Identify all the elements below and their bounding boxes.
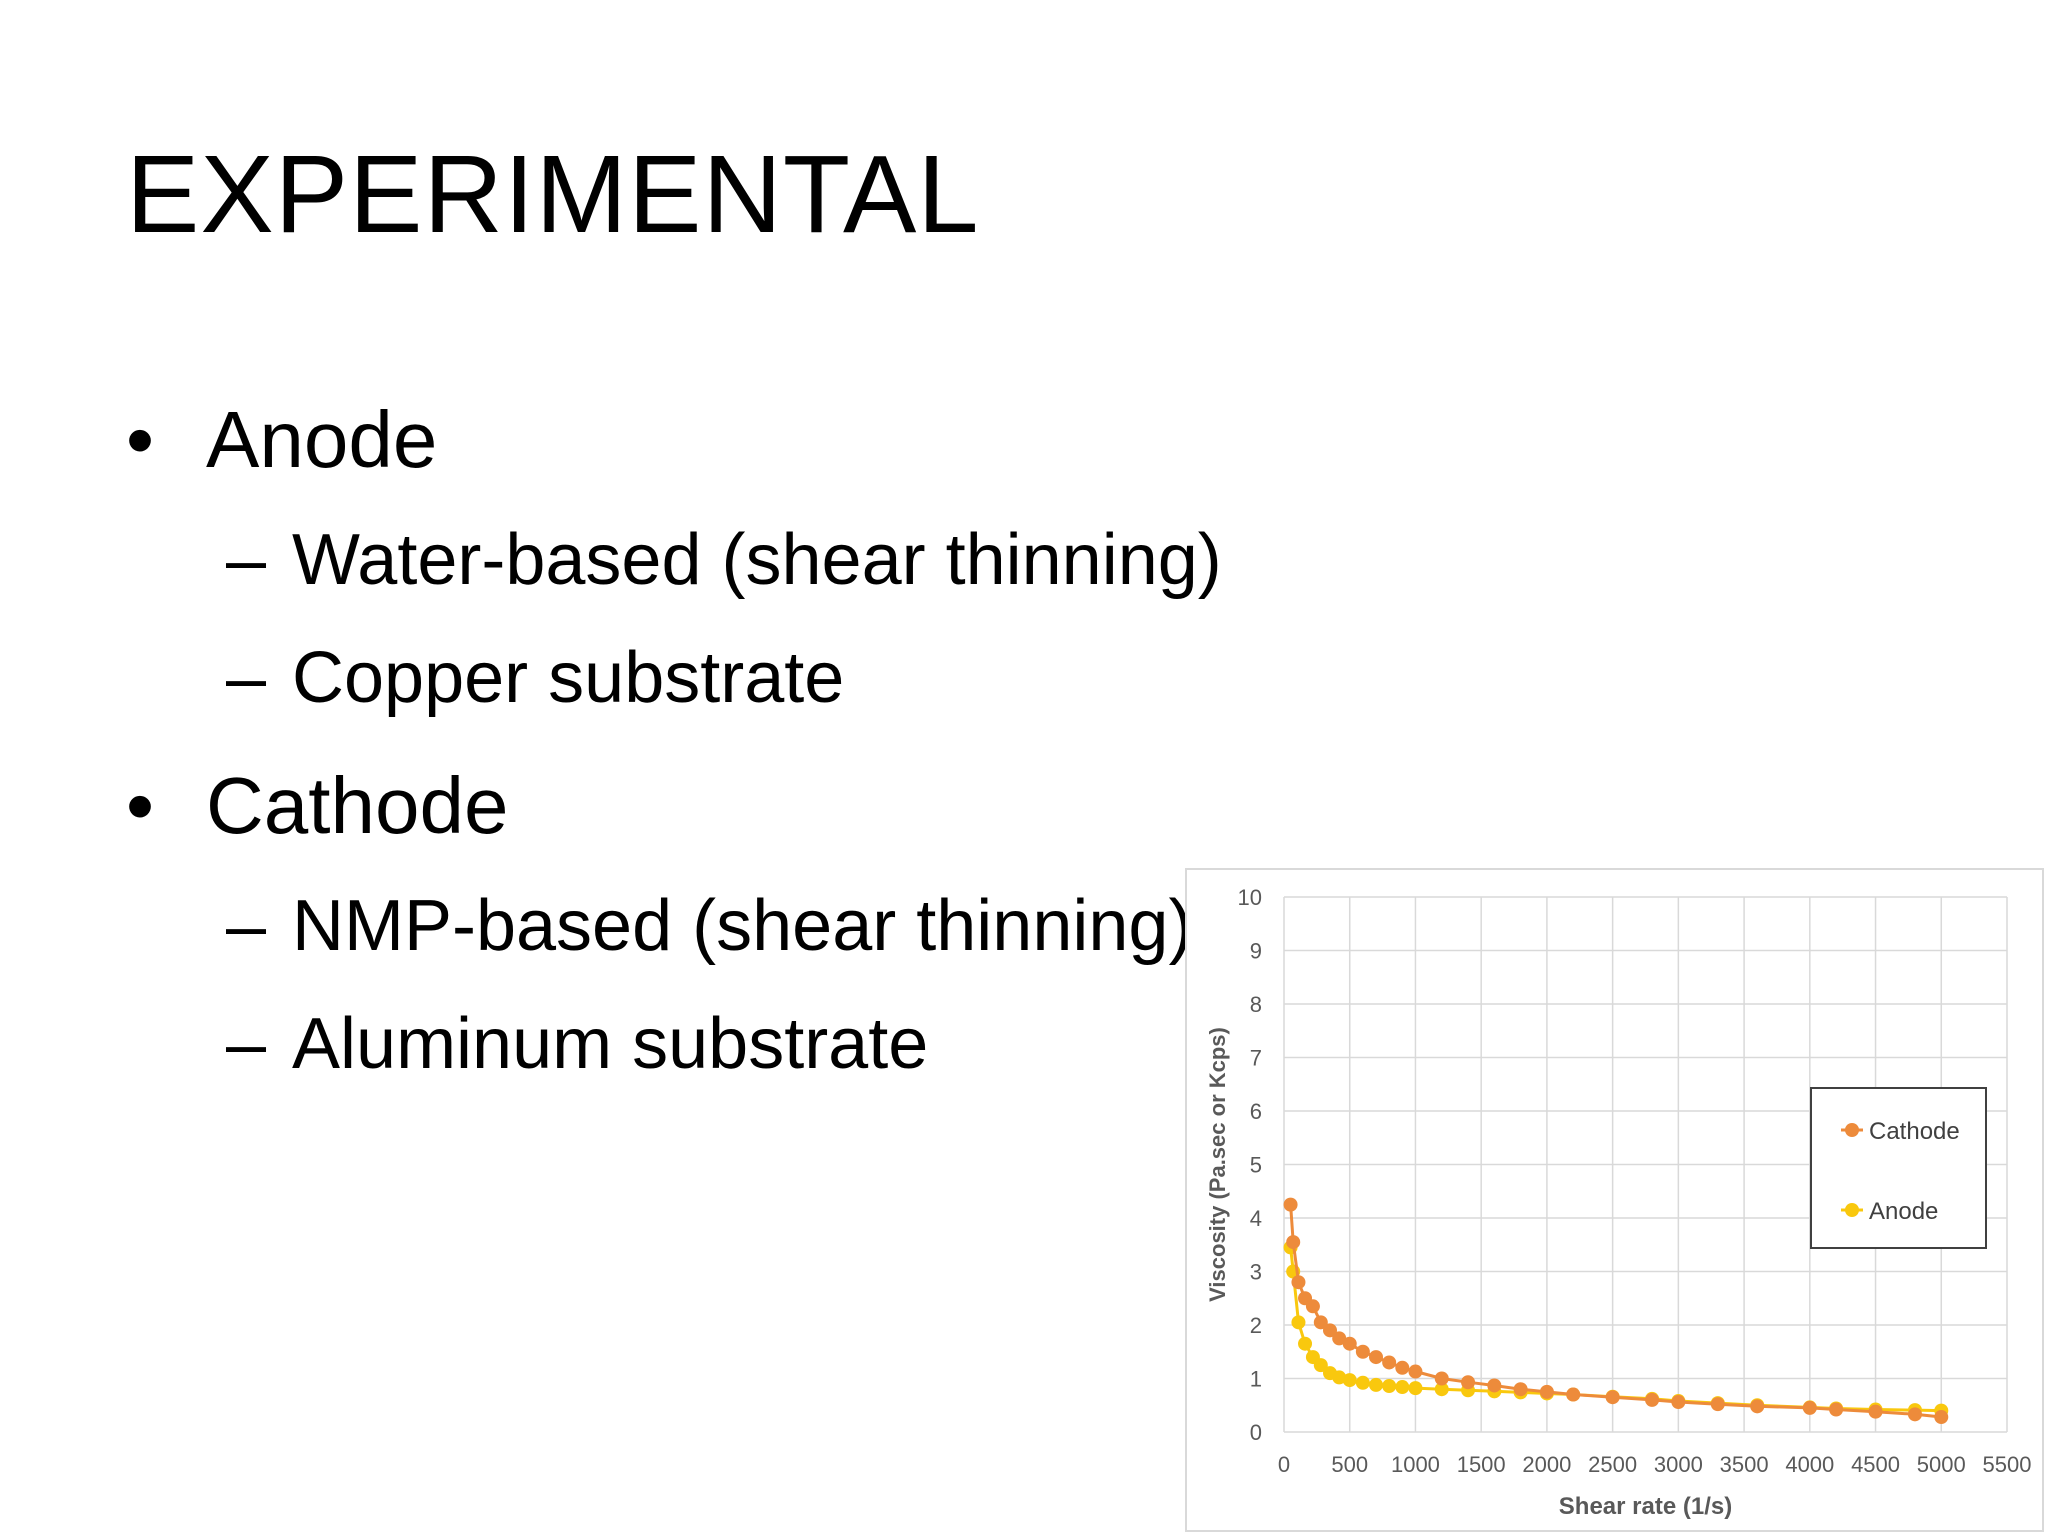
data-point-cathode — [1868, 1404, 1883, 1419]
y-tick-label: 10 — [1238, 885, 1262, 910]
x-tick-label: 4000 — [1785, 1452, 1834, 1477]
viscosity-chart: 0 1 2 3 4 5 6 7 8 9 10 0 500 1000 1500 2000 2500 3000 3500… — [1185, 868, 2044, 1532]
sub-bullet-item: – Water-based (shear thinning) — [226, 524, 1222, 596]
legend-layer: Cathode Anode — [1810, 1087, 1987, 1249]
y-tick-label: 4 — [1250, 1206, 1262, 1231]
bullet-marker: • — [126, 395, 155, 484]
data-point-cathode — [1710, 1397, 1725, 1412]
sub-bullet-marker: – — [226, 520, 267, 600]
data-point-cathode — [1802, 1400, 1817, 1415]
x-tick-label: 0 — [1278, 1452, 1290, 1477]
x-tick-label: 3000 — [1654, 1452, 1703, 1477]
data-point-cathode — [1408, 1364, 1423, 1379]
y-tick-label: 7 — [1250, 1046, 1262, 1071]
sub-bullet-label: Aluminum substrate — [292, 1004, 929, 1084]
sub-bullet-label: Water-based (shear thinning) — [292, 520, 1222, 600]
data-point-cathode — [1461, 1375, 1476, 1390]
x-tick-label: 5500 — [1983, 1452, 2032, 1477]
data-point-cathode — [1332, 1331, 1347, 1346]
y-tick-label: 9 — [1250, 939, 1262, 964]
data-point-cathode — [1434, 1371, 1449, 1386]
data-point-cathode — [1286, 1235, 1301, 1250]
y-tick-label: 5 — [1250, 1153, 1262, 1178]
sub-bullet-item: – Copper substrate — [226, 642, 844, 714]
chart-svg: 0 1 2 3 4 5 6 7 8 9 10 0 500 1000 1500 2000 2500 3000 3500… — [1205, 885, 2031, 1520]
data-point-anode — [1313, 1358, 1328, 1373]
data-point-anode — [1298, 1336, 1313, 1351]
data-point-anode — [1332, 1370, 1347, 1385]
sub-bullet-label: NMP-based (shear thinning) — [292, 886, 1193, 966]
series-layer — [1283, 1197, 1949, 1425]
data-point-cathode — [1907, 1407, 1922, 1422]
data-point-cathode — [1355, 1344, 1370, 1359]
x-tick-label: 1500 — [1457, 1452, 1506, 1477]
data-point-cathode — [1671, 1395, 1686, 1410]
y-tick-label: 0 — [1250, 1420, 1262, 1445]
y-tick-label: 1 — [1250, 1367, 1262, 1392]
data-point-cathode — [1566, 1387, 1581, 1402]
data-point-anode — [1408, 1381, 1423, 1396]
sub-bullet-marker: – — [226, 886, 267, 966]
sub-bullet-marker: – — [226, 1004, 267, 1084]
legend-box — [1810, 1087, 1987, 1249]
sub-bullet-item: – Aluminum substrate — [226, 1008, 928, 1080]
data-point-anode — [1291, 1315, 1306, 1330]
legend-swatch-marker — [1845, 1203, 1859, 1217]
legend-swatch-marker — [1845, 1123, 1859, 1137]
y-tick-label: 8 — [1250, 992, 1262, 1017]
data-point-cathode — [1283, 1197, 1298, 1212]
x-tick-label: 1000 — [1391, 1452, 1440, 1477]
data-point-cathode — [1934, 1410, 1949, 1425]
bullet-item-anode: • Anode — [126, 400, 437, 480]
data-point-cathode — [1829, 1402, 1844, 1417]
x-tick-label: 3500 — [1720, 1452, 1769, 1477]
bullet-label: Cathode — [206, 761, 509, 850]
data-point-cathode — [1487, 1378, 1502, 1393]
legend-label: Anode — [1869, 1198, 1938, 1225]
y-tick-label: 2 — [1250, 1313, 1262, 1338]
data-point-anode — [1342, 1373, 1357, 1388]
data-point-anode — [1382, 1378, 1397, 1393]
sub-bullet-marker: – — [226, 638, 267, 718]
x-tick-label: 2500 — [1588, 1452, 1637, 1477]
axis-layer: 0 1 2 3 4 5 6 7 8 9 10 0 500 1000 1500 2000 2500 3000 3500… — [1205, 885, 2031, 1520]
data-point-cathode — [1645, 1392, 1660, 1407]
x-tick-label: 500 — [1331, 1452, 1368, 1477]
data-point-cathode — [1605, 1390, 1620, 1405]
data-point-cathode — [1323, 1323, 1338, 1338]
sub-bullet-label: Copper substrate — [292, 638, 845, 718]
x-tick-label: 4500 — [1851, 1452, 1900, 1477]
data-point-anode — [1355, 1375, 1370, 1390]
bullet-item-cathode: • Cathode — [126, 766, 508, 846]
data-point-cathode — [1382, 1355, 1397, 1370]
data-point-cathode — [1750, 1399, 1765, 1414]
data-point-cathode — [1539, 1384, 1554, 1399]
slide-title: EXPERIMENTAL — [126, 133, 980, 256]
data-point-anode — [1369, 1377, 1384, 1392]
bullet-marker: • — [126, 761, 155, 850]
data-point-cathode — [1513, 1382, 1528, 1397]
y-axis-title: Viscosity (Pa.sec or Kcps) — [1205, 1027, 1230, 1302]
legend-label: Cathode — [1869, 1118, 1960, 1145]
bullet-label: Anode — [206, 395, 438, 484]
x-axis-title: Shear rate (1/s) — [1559, 1493, 1732, 1520]
x-tick-label: 2000 — [1522, 1452, 1571, 1477]
data-point-cathode — [1313, 1315, 1328, 1330]
data-point-cathode — [1305, 1299, 1320, 1314]
data-point-anode — [1434, 1382, 1449, 1397]
y-tick-label: 6 — [1250, 1099, 1262, 1124]
sub-bullet-item: – NMP-based (shear thinning) — [226, 890, 1192, 962]
x-tick-label: 5000 — [1917, 1452, 1966, 1477]
data-point-cathode — [1395, 1360, 1410, 1375]
data-point-anode — [1395, 1380, 1410, 1395]
y-tick-label: 3 — [1250, 1260, 1262, 1285]
data-point-cathode — [1291, 1275, 1306, 1290]
data-point-cathode — [1342, 1336, 1357, 1351]
data-point-cathode — [1369, 1350, 1384, 1365]
